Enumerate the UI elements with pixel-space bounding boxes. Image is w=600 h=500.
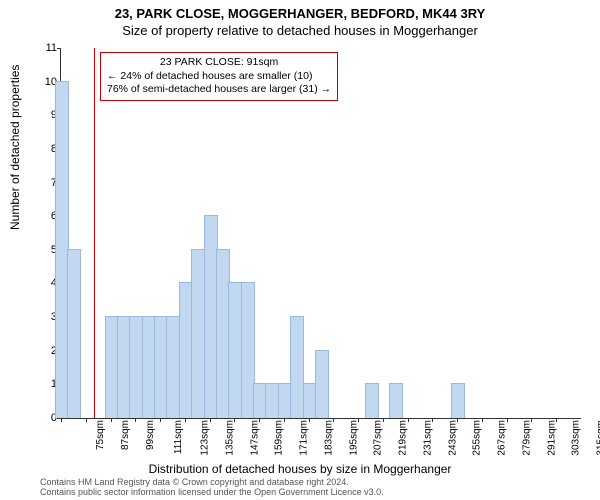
x-tick-mark: [284, 418, 285, 422]
x-tick-mark: [61, 418, 62, 422]
x-tick-mark: [259, 418, 260, 422]
x-tick-mark: [556, 418, 557, 422]
x-tick: 111sqm: [173, 420, 184, 454]
x-tick: 183sqm: [323, 420, 334, 456]
x-tick: 231sqm: [422, 420, 433, 456]
y-tick-mark: [57, 48, 61, 49]
x-tick: 279sqm: [521, 420, 532, 456]
x-tick: 267sqm: [497, 420, 508, 456]
x-tick-mark: [507, 418, 508, 422]
property-marker-line: [94, 48, 95, 418]
x-tick: 219sqm: [398, 420, 409, 456]
footer-attribution: Contains HM Land Registry data © Crown c…: [0, 478, 600, 498]
x-tick: 99sqm: [145, 420, 156, 450]
bar: [451, 383, 465, 418]
bar: [67, 249, 81, 418]
y-axis-label: Number of detached properties: [8, 65, 22, 230]
x-tick: 207sqm: [373, 420, 384, 456]
x-tick-mark: [457, 418, 458, 422]
title-sub: Size of property relative to detached ho…: [0, 21, 600, 38]
x-tick: 171sqm: [299, 420, 310, 456]
x-tick-mark: [111, 418, 112, 422]
x-axis-label: Distribution of detached houses by size …: [0, 462, 600, 476]
x-tick: 159sqm: [274, 420, 285, 456]
chart-area: 0123456789101175sqm87sqm99sqm111sqm123sq…: [60, 48, 581, 419]
x-tick-mark: [408, 418, 409, 422]
x-tick-mark: [358, 418, 359, 422]
x-tick: 147sqm: [249, 420, 260, 456]
anno-line3: 76% of semi-detached houses are larger (…: [107, 83, 331, 97]
x-tick: 243sqm: [447, 420, 458, 456]
footer-line2: Contains public sector information licen…: [40, 488, 600, 498]
x-tick: 195sqm: [348, 420, 359, 456]
x-tick-mark: [432, 418, 433, 422]
bar: [315, 350, 329, 418]
bar: [365, 383, 379, 418]
x-tick: 291sqm: [546, 420, 557, 456]
annotation-box: 23 PARK CLOSE: 91sqm← 24% of detached ho…: [100, 52, 338, 101]
x-tick: 87sqm: [120, 420, 131, 450]
x-tick-mark: [86, 418, 87, 422]
x-tick-mark: [185, 418, 186, 422]
x-tick: 135sqm: [224, 420, 235, 456]
title-main: 23, PARK CLOSE, MOGGERHANGER, BEDFORD, M…: [0, 0, 600, 21]
x-tick-mark: [135, 418, 136, 422]
x-tick: 123sqm: [200, 420, 211, 456]
x-tick-mark: [383, 418, 384, 422]
x-tick: 315sqm: [596, 420, 600, 456]
x-tick-mark: [234, 418, 235, 422]
x-tick-mark: [210, 418, 211, 422]
x-tick: 75sqm: [95, 420, 106, 450]
anno-line1: 23 PARK CLOSE: 91sqm: [107, 56, 331, 70]
x-tick-mark: [160, 418, 161, 422]
x-tick-mark: [309, 418, 310, 422]
x-tick: 303sqm: [571, 420, 582, 456]
x-tick: 255sqm: [472, 420, 483, 456]
x-tick-mark: [531, 418, 532, 422]
x-tick-mark: [482, 418, 483, 422]
x-tick-mark: [333, 418, 334, 422]
bar: [389, 383, 403, 418]
anno-line2: ← 24% of detached houses are smaller (10…: [107, 70, 331, 84]
